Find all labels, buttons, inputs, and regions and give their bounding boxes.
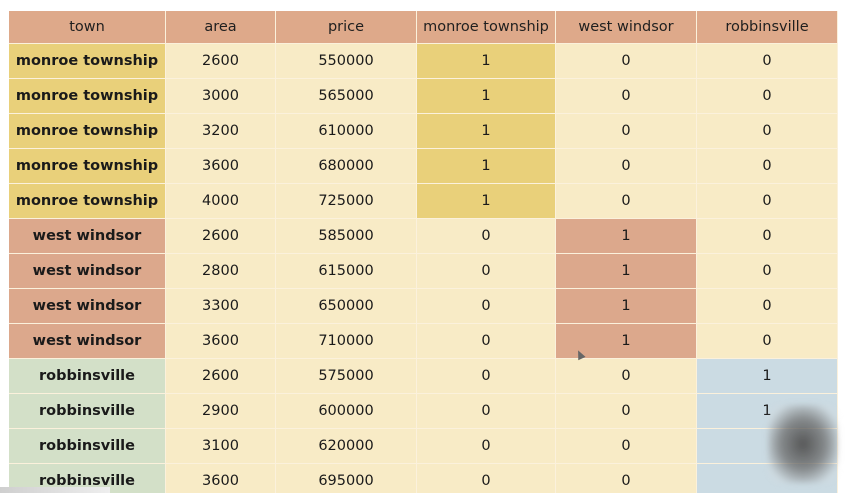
table-row: west windsor 2600 585000 0 1 0 bbox=[9, 219, 838, 254]
cell-town: west windsor bbox=[9, 254, 166, 289]
cell-west-windsor: 0 bbox=[556, 114, 697, 149]
cell-west-windsor: 0 bbox=[556, 359, 697, 394]
header-price: price bbox=[276, 11, 417, 44]
cell-price: 565000 bbox=[276, 79, 417, 114]
cell-town: robbinsville bbox=[9, 429, 166, 464]
cell-west-windsor: 1 bbox=[556, 289, 697, 324]
cell-monroe-township: 0 bbox=[417, 464, 556, 493]
table-row: robbinsville 3100 620000 0 0 bbox=[9, 429, 838, 464]
header-robbinsville: robbinsville bbox=[697, 11, 838, 44]
cell-town: west windsor bbox=[9, 324, 166, 359]
cell-town: monroe township bbox=[9, 114, 166, 149]
cell-price: 615000 bbox=[276, 254, 417, 289]
cell-price: 695000 bbox=[276, 464, 417, 493]
cell-west-windsor: 1 bbox=[556, 219, 697, 254]
cell-town: monroe township bbox=[9, 44, 166, 79]
table-row: robbinsville 3600 695000 0 0 bbox=[9, 464, 838, 493]
table-row: monroe township 2600 550000 1 0 0 bbox=[9, 44, 838, 79]
cell-price: 620000 bbox=[276, 429, 417, 464]
cell-monroe-township: 1 bbox=[417, 149, 556, 184]
cell-price: 610000 bbox=[276, 114, 417, 149]
cell-town: robbinsville bbox=[9, 394, 166, 429]
cell-price: 710000 bbox=[276, 324, 417, 359]
cell-price: 680000 bbox=[276, 149, 417, 184]
cell-price: 585000 bbox=[276, 219, 417, 254]
cell-area: 2600 bbox=[166, 359, 276, 394]
cell-area: 2900 bbox=[166, 394, 276, 429]
cell-area: 3000 bbox=[166, 79, 276, 114]
cell-price: 600000 bbox=[276, 394, 417, 429]
cell-price: 725000 bbox=[276, 184, 417, 219]
cell-monroe-township: 0 bbox=[417, 254, 556, 289]
table-row: west windsor 3300 650000 0 1 0 bbox=[9, 289, 838, 324]
header-row: town area price monroe township west win… bbox=[9, 11, 838, 44]
table-row: west windsor 3600 710000 0 1 0 bbox=[9, 324, 838, 359]
cell-robbinsville: 0 bbox=[697, 79, 838, 114]
cell-monroe-township: 0 bbox=[417, 429, 556, 464]
cell-area: 2800 bbox=[166, 254, 276, 289]
cell-robbinsville: 0 bbox=[697, 324, 838, 359]
cell-monroe-township: 1 bbox=[417, 44, 556, 79]
cell-west-windsor: 1 bbox=[556, 254, 697, 289]
cell-area: 2600 bbox=[166, 219, 276, 254]
cell-robbinsville: 1 bbox=[697, 359, 838, 394]
table-row: monroe township 3600 680000 1 0 0 bbox=[9, 149, 838, 184]
cell-town: monroe township bbox=[9, 149, 166, 184]
cell-town: monroe township bbox=[9, 184, 166, 219]
cell-robbinsville: 0 bbox=[697, 114, 838, 149]
cell-area: 3600 bbox=[166, 464, 276, 493]
table-row: monroe township 3000 565000 1 0 0 bbox=[9, 79, 838, 114]
cell-robbinsville: 0 bbox=[697, 289, 838, 324]
cell-west-windsor: 0 bbox=[556, 429, 697, 464]
header-west-windsor: west windsor bbox=[556, 11, 697, 44]
cell-monroe-township: 1 bbox=[417, 184, 556, 219]
header-town: town bbox=[9, 11, 166, 44]
data-table: town area price monroe township west win… bbox=[9, 11, 838, 493]
cell-robbinsville: 0 bbox=[697, 44, 838, 79]
cell-area: 3100 bbox=[166, 429, 276, 464]
table-row: robbinsville 2600 575000 0 0 1 bbox=[9, 359, 838, 394]
cell-area: 3600 bbox=[166, 149, 276, 184]
cell-price: 575000 bbox=[276, 359, 417, 394]
cell-town: west windsor bbox=[9, 289, 166, 324]
cell-town: monroe township bbox=[9, 79, 166, 114]
table-row: monroe township 4000 725000 1 0 0 bbox=[9, 184, 838, 219]
cell-monroe-township: 1 bbox=[417, 79, 556, 114]
cell-price: 550000 bbox=[276, 44, 417, 79]
cell-monroe-township: 0 bbox=[417, 289, 556, 324]
cell-robbinsville: 0 bbox=[697, 219, 838, 254]
cell-monroe-township: 0 bbox=[417, 324, 556, 359]
header-monroe-township: monroe township bbox=[417, 11, 556, 44]
cell-price: 650000 bbox=[276, 289, 417, 324]
cell-monroe-township: 0 bbox=[417, 219, 556, 254]
cell-area: 3300 bbox=[166, 289, 276, 324]
cell-west-windsor: 0 bbox=[556, 464, 697, 493]
table-row: west windsor 2800 615000 0 1 0 bbox=[9, 254, 838, 289]
cell-monroe-township: 0 bbox=[417, 394, 556, 429]
cell-robbinsville: 0 bbox=[697, 254, 838, 289]
cell-robbinsville: 0 bbox=[697, 184, 838, 219]
cell-west-windsor: 0 bbox=[556, 79, 697, 114]
cell-town: west windsor bbox=[9, 219, 166, 254]
cell-west-windsor: 1 bbox=[556, 324, 697, 359]
cell-area: 4000 bbox=[166, 184, 276, 219]
cell-west-windsor: 0 bbox=[556, 149, 697, 184]
header-area: area bbox=[166, 11, 276, 44]
cell-west-windsor: 0 bbox=[556, 44, 697, 79]
table-row: monroe township 3200 610000 1 0 0 bbox=[9, 114, 838, 149]
bottom-strip bbox=[0, 487, 110, 493]
cell-west-windsor: 0 bbox=[556, 184, 697, 219]
blurred-overlay bbox=[768, 405, 838, 483]
cell-monroe-township: 1 bbox=[417, 114, 556, 149]
table-row: robbinsville 2900 600000 0 0 1 bbox=[9, 394, 838, 429]
cell-area: 2600 bbox=[166, 44, 276, 79]
cell-robbinsville: 0 bbox=[697, 149, 838, 184]
cell-monroe-township: 0 bbox=[417, 359, 556, 394]
cell-area: 3600 bbox=[166, 324, 276, 359]
cell-west-windsor: 0 bbox=[556, 394, 697, 429]
cell-area: 3200 bbox=[166, 114, 276, 149]
data-table-container: town area price monroe township west win… bbox=[9, 11, 838, 493]
cell-town: robbinsville bbox=[9, 359, 166, 394]
